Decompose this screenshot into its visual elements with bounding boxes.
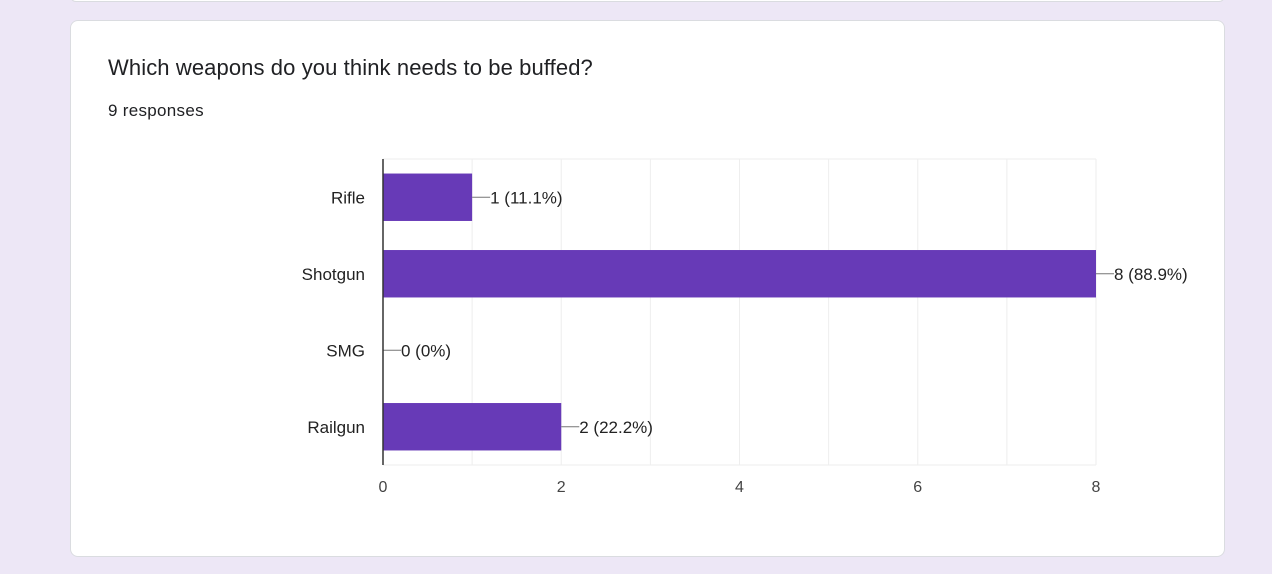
label-layer: Rifle 1 (11.1%) Shotgun 8 (88.9%) SMG 0 (0%) R…	[302, 188, 1188, 437]
previous-card	[70, 0, 1225, 2]
tick-layer: 0 2 4 6 8	[379, 159, 1101, 496]
response-count: 9 responses	[108, 101, 204, 120]
category-label: Railgun	[307, 418, 365, 437]
bar-railgun	[383, 403, 562, 451]
x-tick-label: 2	[557, 479, 566, 496]
x-tick-label: 8	[1092, 479, 1101, 496]
data-label: 1 (11.1%)	[490, 188, 562, 207]
bar-layer	[383, 173, 1096, 451]
question-card: Which weapons do you think needs to be b…	[70, 20, 1225, 557]
bar-shotgun	[383, 250, 1096, 298]
x-tick-label: 0	[379, 479, 388, 496]
data-label: 2 (22.2%)	[579, 418, 653, 437]
question-title: Which weapons do you think needs to be b…	[108, 55, 593, 80]
x-tick-label: 6	[913, 479, 922, 496]
category-label: Rifle	[331, 188, 365, 207]
category-label: Shotgun	[302, 265, 365, 284]
data-label: 0 (0%)	[401, 341, 451, 360]
x-tick-label: 4	[735, 479, 744, 496]
data-label: 8 (88.9%)	[1114, 265, 1188, 284]
bar-rifle	[383, 173, 473, 221]
bar-chart: Rifle 1 (11.1%) Shotgun 8 (88.9%) SMG 0 (0%) R…	[302, 158, 1188, 496]
category-label: SMG	[326, 341, 365, 360]
